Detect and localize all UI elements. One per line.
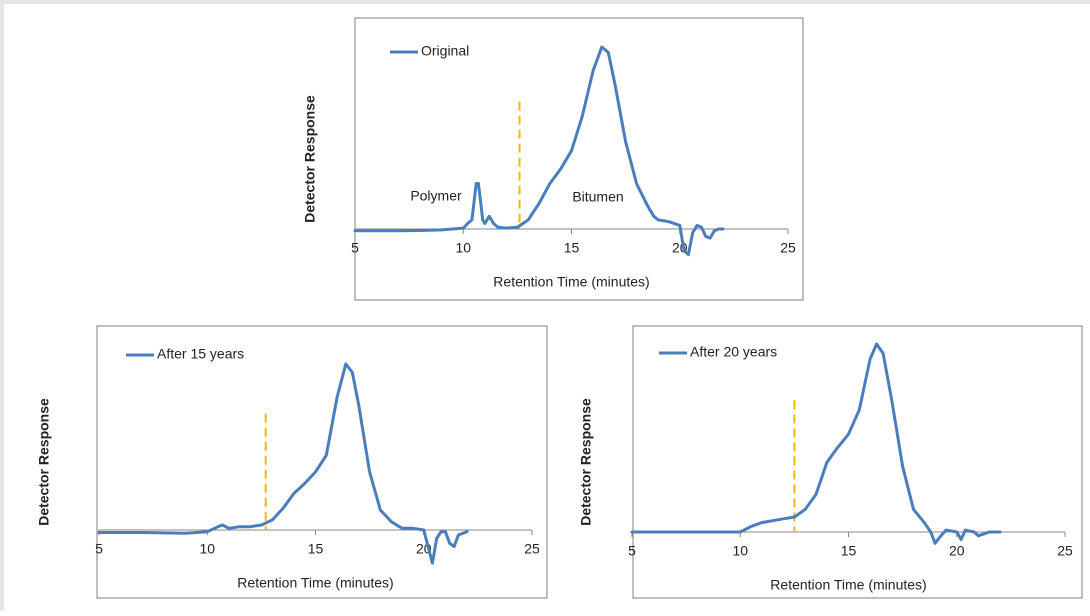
top-strip: [0, 0, 1090, 4]
x-tick-label: 5: [351, 240, 359, 256]
x-tick-label: 5: [628, 543, 636, 559]
series-line: [97, 362, 469, 565]
x-tick-label: 15: [841, 543, 857, 559]
x-tick-label: 5: [95, 541, 103, 557]
x-tick-label: 10: [199, 541, 215, 557]
x-tick-label: 25: [524, 541, 540, 557]
x-tick-label: 15: [308, 541, 324, 557]
y-axis-title: Detector Response: [302, 95, 318, 223]
x-axis-title: Retention Time (minutes): [493, 274, 649, 290]
x-tick-label: 10: [732, 543, 748, 559]
legend-label: After 20 years: [690, 344, 777, 360]
x-axis-title: Retention Time (minutes): [237, 575, 393, 591]
y-axis-title: Detector Response: [578, 398, 594, 526]
legend-label: After 15 years: [157, 346, 244, 362]
series-line: [353, 45, 725, 256]
x-tick-label: 20: [949, 543, 965, 559]
x-tick-label: 15: [564, 240, 580, 256]
x-tick-label: 25: [780, 240, 796, 256]
x-axis-title: Retention Time (minutes): [770, 577, 926, 593]
x-tick-label: 25: [1057, 543, 1073, 559]
legend-label: Original: [421, 43, 469, 59]
series-line: [630, 342, 1002, 545]
x-tick-label: 10: [455, 240, 471, 256]
chart-frame: [632, 325, 1083, 599]
annotation: Bitumen: [572, 189, 623, 205]
annotation: Polymer: [410, 188, 462, 204]
y-axis-title: Detector Response: [36, 398, 52, 526]
chart-frame: [354, 17, 804, 301]
left-strip: [0, 0, 4, 611]
